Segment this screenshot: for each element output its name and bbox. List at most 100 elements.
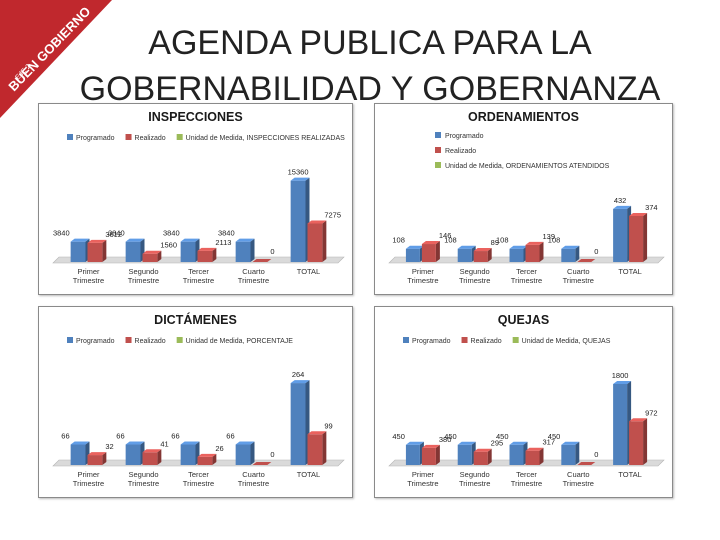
inspecciones-legend-label-2: Unidad de Medida, INSPECCIONES REALIZADA… (186, 135, 345, 142)
ordenamientos-legend-swatch-1 (435, 147, 441, 153)
dictamenes-programado-bar-2-front (125, 444, 141, 465)
inspecciones-legend-swatch-0 (67, 134, 73, 140)
dictamenes-realizado-bar-4 (252, 462, 272, 465)
inspecciones-category-label-2: Segundo Trimestre (128, 267, 159, 285)
inspecciones-programado-label-3: 3840 (163, 229, 180, 238)
inspecciones-programado-bar-4 (235, 238, 255, 262)
inspecciones-realizado-bar-4 (252, 259, 272, 262)
slide-title-line1: AGENDA PUBLICA PARA LA (148, 24, 592, 62)
dictamenes-programado-bar-2 (125, 441, 145, 465)
ordenamientos-realizado-bar-5-front (629, 215, 644, 262)
dictamenes-programado-label-1: 66 (61, 432, 69, 441)
dictamenes-programado-label-3: 66 (171, 432, 179, 441)
dictamenes-programado-bar-5-front (290, 383, 306, 465)
inspecciones-realizado-bar-2-top (142, 250, 162, 254)
inspecciones-legend-swatch-1 (125, 134, 132, 140)
inspecciones-realizado-label-3: 2113 (215, 238, 231, 247)
quejas-programado-bar-3-top (509, 441, 528, 445)
ordenamientos-realizado-bar-2 (473, 248, 492, 262)
ordenamientos-legend-swatch-0 (435, 132, 441, 138)
inspecciones-programado-label-4: 3840 (218, 229, 235, 238)
quejas-realizado-bar-2-top (473, 448, 492, 452)
quejas-category-label-1: Primer Trimestre (407, 470, 438, 488)
ordenamientos-legend-label-0: Programado (445, 133, 484, 140)
quejas-legend-swatch-2 (512, 337, 519, 343)
quejas-programado-bar-4 (561, 441, 580, 465)
quejas-realizado-bar-1 (421, 444, 440, 465)
ordenamientos-programado-bar-4-top (561, 245, 580, 249)
quejas-legend-label-2: Unidad de Medida, QUEJAS (522, 338, 611, 345)
dictamenes-realizado-bar-1-side (102, 452, 107, 465)
inspecciones-category-label-3: Tercer Trimestre (183, 267, 214, 285)
dictamenes-realizado-bar-2-top (142, 449, 162, 453)
quejas-realizado-bar-5-top (629, 418, 648, 422)
ordenamientos-legend-label-1: Realizado (445, 148, 476, 155)
quejas-programado-bar-5-top (613, 381, 632, 384)
quejas-category-label-3: Tercer Trimestre (511, 470, 542, 488)
dictamenes-realizado-bar-3 (197, 453, 217, 465)
ordenamientos-realizado-label-4: 0 (594, 247, 598, 256)
dictamenes-programado-label-5: 264 (292, 370, 305, 379)
inspecciones-programado-bar-2-front (125, 241, 141, 262)
dictamenes-realizado-bar-5-front (307, 434, 323, 465)
quejas-programado-bar-2-top (457, 441, 476, 445)
dictamenes-programado-bar-4-side (250, 441, 255, 465)
inspecciones-realizado-label-2: 1560 (160, 241, 177, 250)
dictamenes-legend-label-0: Programado (76, 338, 115, 345)
inspecciones-realizado-bar-1 (87, 239, 107, 262)
inspecciones-programado-bar-2 (125, 238, 145, 262)
dictamenes-legend-label-2: Unidad de Medida, PORCENTAJE (186, 338, 294, 345)
ordenamientos-programado-bar-2-front (457, 248, 472, 262)
inspecciones-realizado-bar-3-side (212, 247, 217, 262)
inspecciones-programado-bar-4-side (250, 238, 255, 262)
inspecciones-legend-swatch-2 (176, 134, 183, 140)
ordenamientos-programado-label-4: 108 (548, 236, 561, 245)
dictamenes-realizado-bar-1-top (87, 452, 107, 456)
buen-gobierno-badge: EJE 2 BUEN GOBIERNO (0, 0, 112, 118)
ordenamientos-realizado-bar-2-front (473, 251, 488, 262)
ordenamientos-realizado-bar-2-top (473, 248, 492, 252)
inspecciones-programado-bar-3-front (180, 241, 196, 262)
inspecciones-realizado-bar-2-front (142, 253, 158, 262)
ordenamientos-realizado-bar-4 (577, 259, 596, 262)
inspecciones-programado-bar-1-front (70, 241, 86, 262)
quejas-legend-label-0: Programado (412, 338, 451, 345)
dictamenes-legend-swatch-2 (176, 337, 183, 343)
quejas-realizado-bar-3-front (525, 450, 540, 465)
ordenamientos-realizado-label-3: 139 (542, 232, 555, 241)
dictamenes-realizado-bar-3-front (197, 456, 213, 465)
ordenamientos-category-label-2: Segundo Trimestre (459, 267, 490, 285)
quejas-programado-bar-5-front (613, 384, 628, 465)
ordenamientos-realizado-bar-1-front (421, 244, 436, 262)
quejas-realizado-label-1: 380 (439, 435, 452, 444)
inspecciones-programado-bar-5-front (290, 180, 306, 262)
quejas-realizado-label-4: 0 (594, 450, 598, 459)
ordenamientos-programado-bar-4 (561, 245, 580, 262)
ordenamientos-programado-label-2: 108 (444, 236, 457, 245)
inspecciones-realizado-bar-2-side (157, 250, 162, 262)
quejas-programado-bar-1-top (405, 441, 424, 445)
quejas-title: QUEJAS (498, 313, 549, 327)
dictamenes-programado-bar-1-top (70, 441, 90, 445)
ordenamientos-legend-swatch-2 (435, 162, 441, 168)
quejas-programado-label-5: 1800 (612, 371, 629, 380)
inspecciones-legend-label-1: Realizado (135, 135, 166, 142)
inspecciones-programado-bar-3-top (180, 238, 200, 242)
quejas-realizado-bar-4 (577, 462, 596, 465)
inspecciones-realizado-label-4: 0 (270, 247, 274, 256)
badge-triangle (0, 0, 112, 118)
inspecciones-legend-label-0: Programado (76, 135, 115, 142)
inspecciones-programado-label-1: 3840 (53, 229, 70, 238)
inspecciones-realizado-bar-5-front (307, 223, 323, 262)
quejas-programado-bar-3-front (509, 444, 524, 465)
ordenamientos-category-label-5: TOTAL (618, 267, 641, 276)
ordenamientos-realizado-bar-5-top (629, 212, 648, 216)
ordenamientos-programado-bar-5 (613, 205, 632, 262)
inspecciones-realizado-bar-3-top (197, 247, 217, 251)
quejas-programado-bar-2 (457, 441, 476, 465)
quejas-realizado-bar-2 (473, 448, 492, 465)
ordenamientos-programado-bar-4-side (575, 245, 580, 262)
inspecciones-programado-bar-2-top (125, 238, 145, 242)
dictamenes-realizado-label-5: 99 (324, 421, 332, 430)
dictamenes-category-label-2: Segundo Trimestre (128, 470, 159, 488)
